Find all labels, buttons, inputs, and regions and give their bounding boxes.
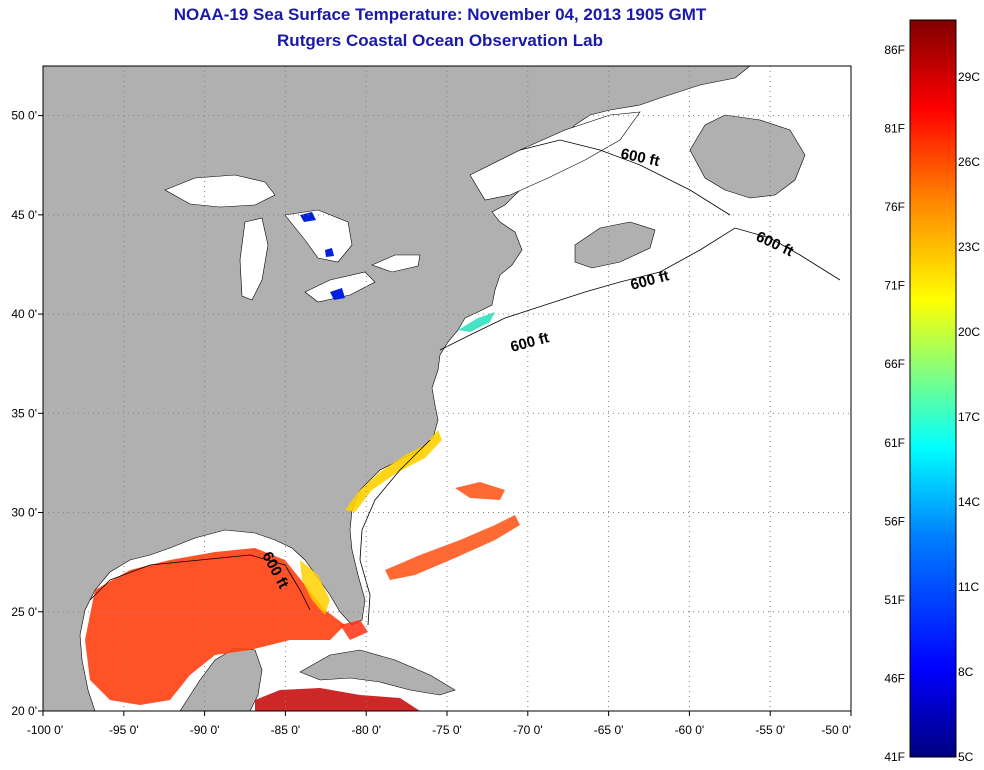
colorbar-c-label: 20C: [958, 325, 980, 339]
land-cuba: [299, 649, 456, 696]
colorbar-c-label: 8C: [958, 665, 974, 679]
colorbar-c-label: 11C: [958, 580, 979, 594]
sst-florida-keys: [340, 620, 368, 640]
sst-lake-cold: [300, 212, 345, 300]
colorbar-c-label: 23C: [958, 240, 980, 254]
y-tick-label: 25 0': [11, 605, 37, 619]
lake-superior: [164, 174, 276, 208]
colorbar-c-label: 5C: [958, 750, 974, 764]
lake-erie: [304, 271, 376, 303]
y-tick-label: 35 0': [11, 406, 37, 420]
y-axis-ticks: 50 0' 45 0' 40 0' 35 0' 30 0' 25 0' 20 0': [11, 109, 43, 718]
colorbar-f-label: 66F: [884, 357, 905, 371]
x-tick-label: -55 0': [755, 723, 785, 737]
sst-caribbean: [255, 688, 420, 711]
land-yucatan: [179, 647, 263, 711]
colorbar-f-label: 41F: [884, 750, 905, 764]
colorbar-f-label: 76F: [884, 200, 905, 214]
map-subtitle: Rutgers Coastal Ocean Observation Lab: [277, 31, 603, 50]
sst-shelf-cool: [458, 312, 495, 332]
y-tick-label: 20 0': [11, 704, 37, 718]
colorbar-f-label: 86F: [884, 43, 905, 57]
sst-gulf-yellow: [300, 560, 330, 615]
lake-huron: [284, 209, 353, 263]
sst-gulf-of-mexico: [85, 548, 345, 705]
y-tick-label: 50 0': [11, 109, 37, 123]
x-tick-label: -90 0': [190, 723, 220, 737]
land-nova-scotia: [574, 221, 656, 269]
colorbar-fahrenheit-labels: 86F 81F 76F 71F 66F 61F 56F 51F 46F 41F: [884, 43, 905, 764]
x-tick-label: -50 0': [821, 723, 851, 737]
colorbar-f-label: 51F: [884, 593, 905, 607]
map-title: NOAA-19 Sea Surface Temperature: Novembe…: [173, 5, 707, 24]
x-tick-label: -75 0': [432, 723, 462, 737]
x-tick-label: -60 0': [675, 723, 705, 737]
colorbar-celsius-labels: 29C 26C 23C 20C 17C 14C 11C 8C 5C: [958, 70, 980, 764]
x-tick-label: -80 0': [351, 723, 381, 737]
sst-gulf-stream-2: [455, 482, 505, 500]
colorbar-c-label: 26C: [958, 155, 980, 169]
x-tick-label: -100 0': [27, 723, 63, 737]
st-lawrence: [469, 111, 641, 201]
y-tick-label: 40 0': [11, 307, 37, 321]
y-tick-label: 30 0': [11, 506, 37, 520]
x-tick-label: -85 0': [271, 723, 301, 737]
x-tick-label: -95 0': [109, 723, 139, 737]
colorbar-f-label: 81F: [884, 122, 905, 136]
colorbar-f-label: 71F: [884, 279, 905, 293]
x-axis-ticks: -100 0' -95 0' -90 0' -85 0' -80 0' -75 0' -70…: [27, 711, 852, 737]
lake-michigan: [239, 217, 269, 301]
colorbar-c-label: 14C: [958, 495, 980, 509]
y-tick-label: 45 0': [11, 208, 37, 222]
x-tick-label: -65 0': [594, 723, 624, 737]
x-tick-label: -70 0': [513, 723, 543, 737]
colorbar-f-label: 61F: [884, 436, 905, 450]
colorbar-f-label: 46F: [884, 671, 905, 685]
colorbar: [909, 19, 957, 758]
depth-contours: [89, 139, 841, 626]
sst-gulf-stream-1: [385, 515, 520, 580]
colorbar-c-label: 17C: [958, 410, 980, 424]
sst-east-coast: [345, 430, 442, 512]
colorbar-f-label: 56F: [884, 514, 905, 528]
land-newfoundland: [689, 114, 806, 199]
lake-ontario: [371, 254, 421, 273]
colorbar-c-label: 29C: [958, 70, 980, 84]
